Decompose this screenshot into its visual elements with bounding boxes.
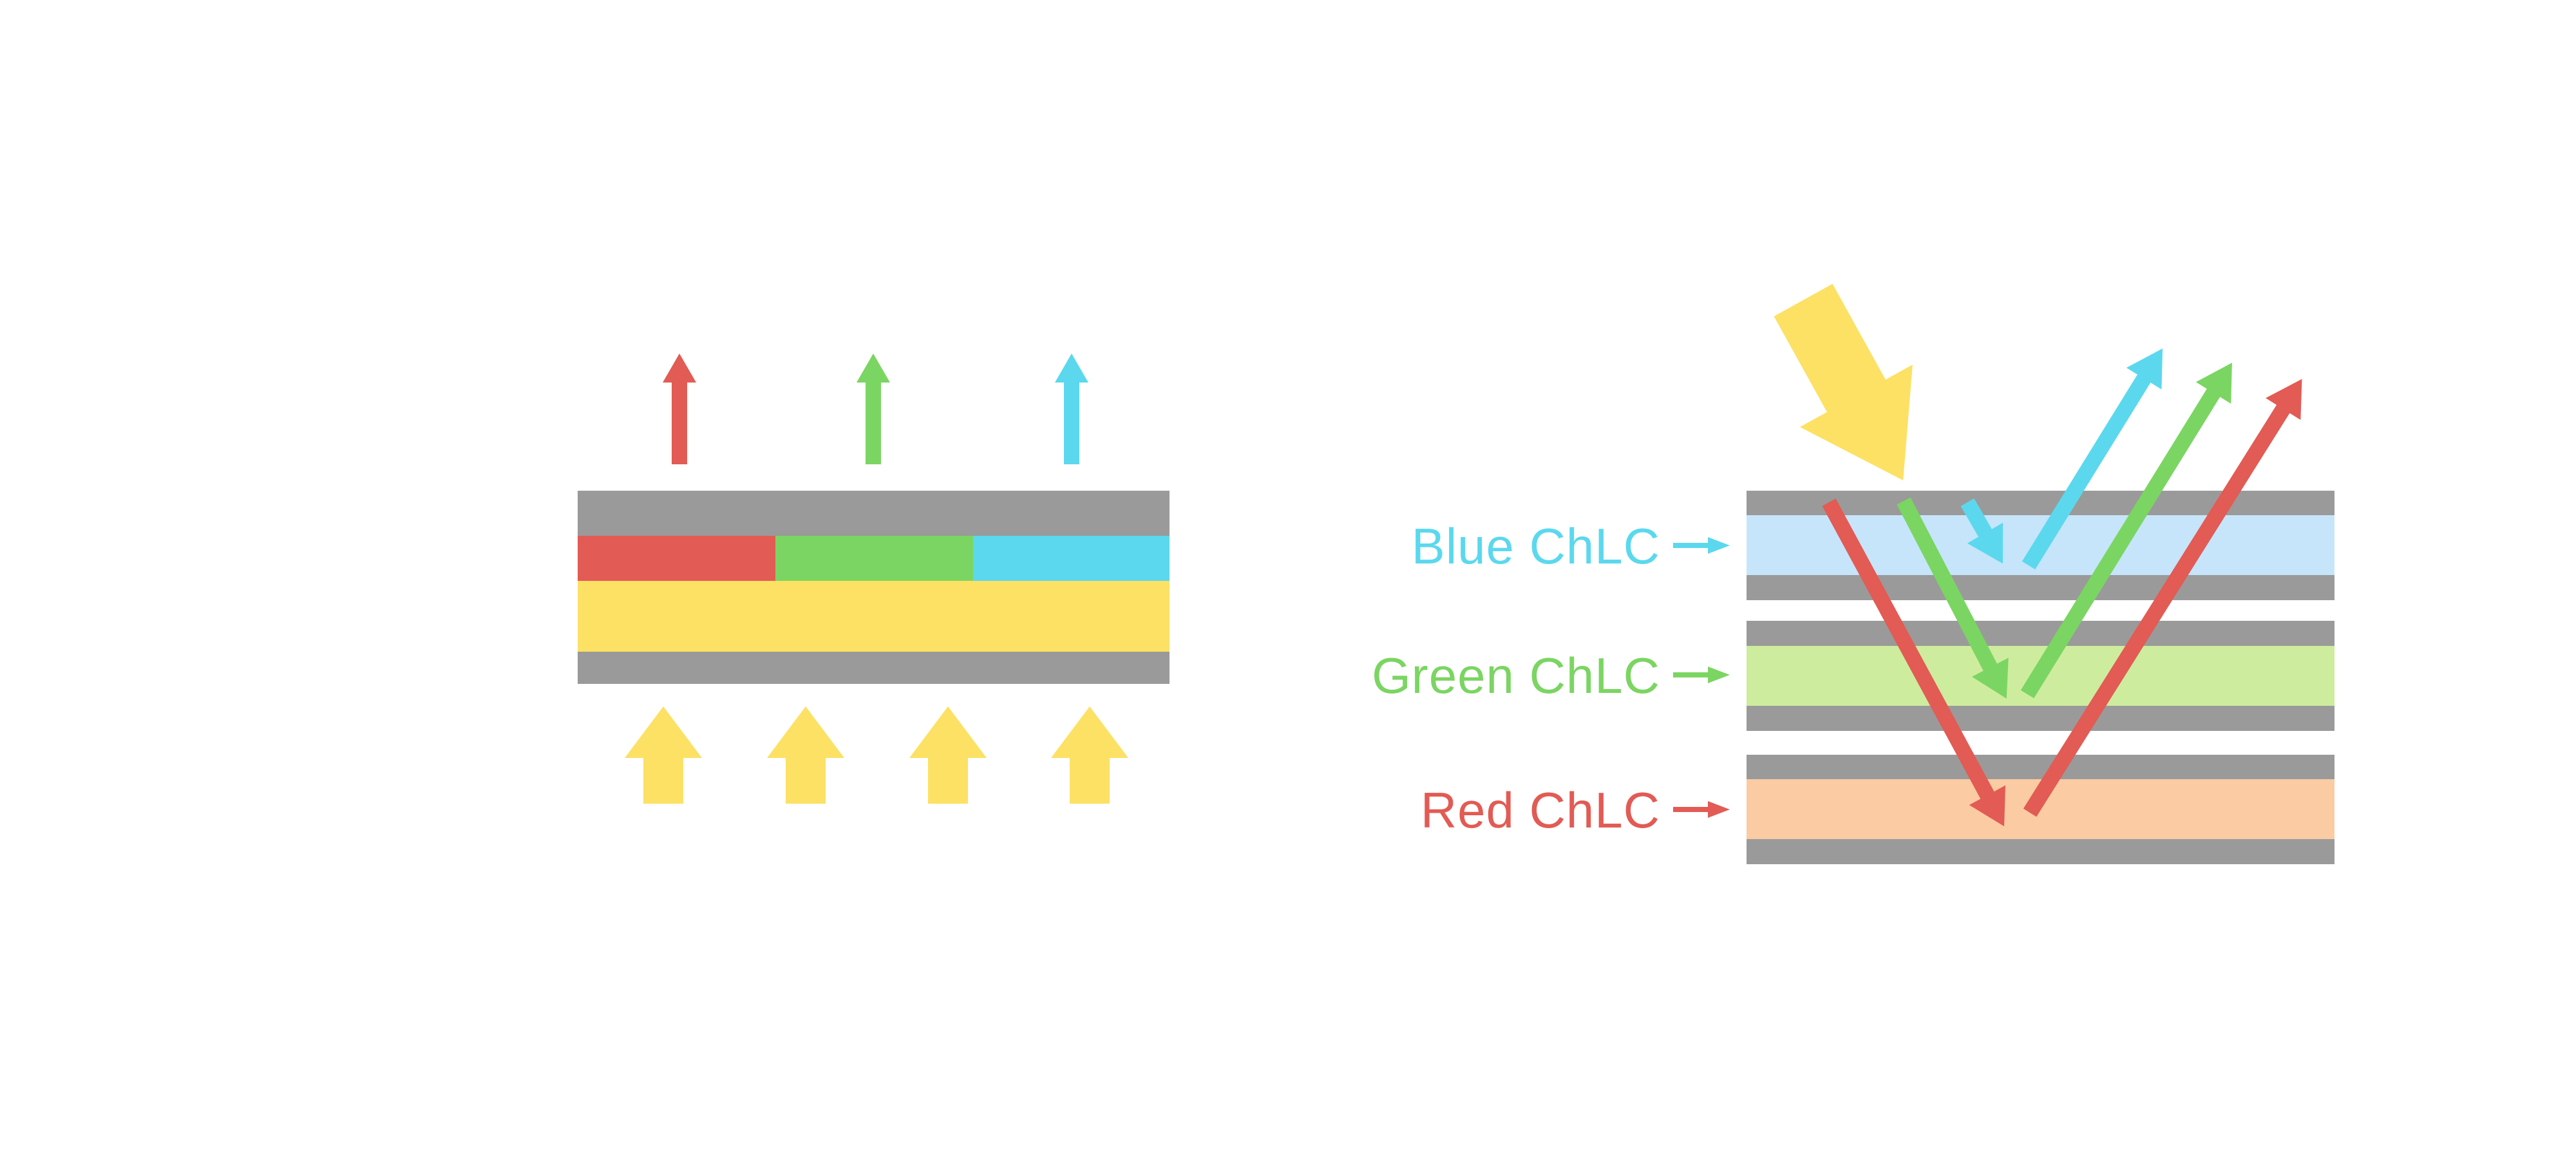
green-panel-bottom-substrate (1747, 706, 2334, 731)
cyan-color-filter (973, 536, 1170, 581)
backlight-arrow-icon-4 (1051, 706, 1128, 804)
green-color-filter (775, 536, 973, 581)
red-emitted-light-arrow-icon (663, 354, 696, 464)
left-bottom-substrate (578, 652, 1170, 684)
red-light-down-arrow-icon (1822, 498, 2006, 827)
backlight-arrow-icon-1 (625, 706, 702, 804)
blue-panel-bottom-substrate (1747, 575, 2334, 600)
red-chlc-pointer-arrow-icon (1673, 801, 1730, 818)
blue-chlc-pointer-arrow-icon (1673, 537, 1730, 554)
backlight-layer (578, 581, 1170, 652)
green-light-reflected-arrow-icon (2020, 363, 2232, 699)
green-panel-top-substrate (1747, 621, 2334, 646)
red-chlc-label: Red ChLC (1421, 782, 1660, 838)
red-light-reflected-arrow-icon (2023, 379, 2302, 817)
green-chlc-label: Green ChLC (1372, 647, 1660, 704)
green-chlc-pointer-arrow-icon (1673, 667, 1730, 683)
cholesteric-display-diagram: Blue ChLC Green ChLC Red ChLC (1372, 283, 2334, 864)
blue-light-reflected-arrow-icon (2022, 348, 2163, 570)
transmissive-lcd-diagram (578, 354, 1170, 804)
red-panel-top-substrate (1747, 755, 2334, 779)
blue-chlc-label: Blue ChLC (1412, 518, 1660, 574)
red-panel-bottom-substrate (1747, 839, 2334, 864)
green-emitted-light-arrow-icon (857, 354, 890, 464)
backlight-arrow-icon-2 (767, 706, 844, 804)
incident-light-arrow-icon (1774, 283, 1913, 480)
left-top-substrate (578, 491, 1170, 536)
cyan-emitted-light-arrow-icon (1055, 354, 1088, 464)
green-light-down-arrow-icon (1897, 497, 2009, 699)
blue-light-down-arrow-icon (1960, 498, 2003, 564)
red-color-filter (578, 536, 775, 581)
backlight-arrow-icon-3 (909, 706, 987, 804)
